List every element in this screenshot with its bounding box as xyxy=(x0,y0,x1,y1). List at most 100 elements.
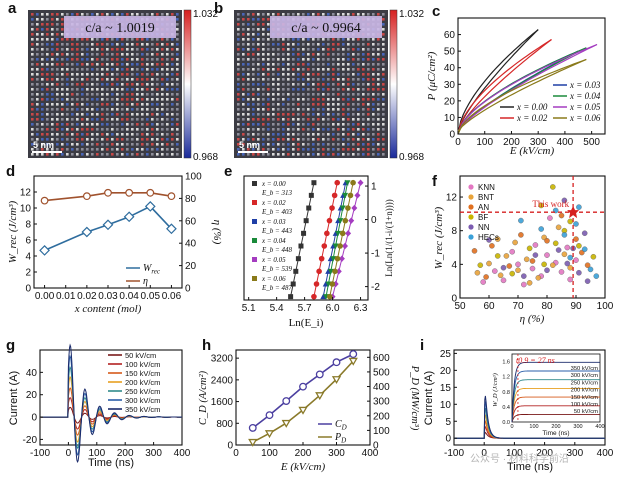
x-tick-label: -100 xyxy=(444,448,464,459)
y-tick-label: 4 xyxy=(451,260,457,271)
strain-dot xyxy=(66,118,69,121)
strain-dot xyxy=(61,33,64,36)
strain-dot xyxy=(352,78,355,81)
strain-dot xyxy=(292,143,295,146)
strain-dot xyxy=(307,153,310,156)
strain-dot xyxy=(367,68,370,71)
strain-dot xyxy=(56,18,59,21)
y-tick-label: 4 xyxy=(25,252,31,263)
strain-dot xyxy=(146,98,149,101)
strain-dot xyxy=(176,148,179,151)
strain-dot xyxy=(277,118,280,121)
strain-dot xyxy=(247,133,250,136)
strain-dot xyxy=(76,128,79,131)
strain-dot xyxy=(51,138,54,141)
strain-dot xyxy=(131,68,134,71)
y-tick-label: 80 xyxy=(185,194,197,205)
strain-dot xyxy=(41,113,44,116)
strain-dot xyxy=(367,48,370,51)
strain-dot xyxy=(141,108,144,111)
y-tick-label: 1600 xyxy=(211,397,234,408)
strain-dot xyxy=(91,73,94,76)
strain-dot xyxy=(262,118,265,121)
strain-dot xyxy=(257,103,260,106)
strain-dot xyxy=(297,123,300,126)
strain-dot xyxy=(362,73,365,76)
strain-dot xyxy=(56,58,59,61)
inset-energy-trace xyxy=(511,370,600,423)
strain-dot xyxy=(302,113,305,116)
strain-dot xyxy=(382,78,385,81)
strain-dot xyxy=(237,63,240,66)
strain-dot xyxy=(81,48,84,51)
strain-dot xyxy=(106,73,109,76)
strain-dot xyxy=(362,138,365,141)
strain-dot xyxy=(171,113,174,116)
strain-dot xyxy=(292,38,295,41)
strain-dot xyxy=(106,148,109,151)
strain-dot xyxy=(171,143,174,146)
strain-dot xyxy=(247,33,250,36)
strain-dot xyxy=(307,103,310,106)
strain-dot xyxy=(372,68,375,71)
strain-dot xyxy=(166,128,169,131)
strain-dot xyxy=(61,148,64,151)
strain-dot xyxy=(267,58,270,61)
strain-dot xyxy=(252,58,255,61)
strain-dot xyxy=(31,33,34,36)
x-tick-label: 300 xyxy=(328,448,345,459)
strain-dot xyxy=(327,68,330,71)
strain-dot xyxy=(382,23,385,26)
strain-dot xyxy=(91,53,94,56)
strain-dot xyxy=(171,53,174,56)
strain-dot xyxy=(337,108,340,111)
legend-label: AN xyxy=(478,203,489,212)
strain-dot xyxy=(166,143,169,146)
strain-dot xyxy=(327,138,330,141)
strain-dot xyxy=(86,138,89,141)
strain-dot xyxy=(101,98,104,101)
strain-dot xyxy=(151,68,154,71)
strain-dot xyxy=(111,98,114,101)
strain-dot xyxy=(237,123,240,126)
strain-dot xyxy=(31,48,34,51)
strain-dot xyxy=(171,43,174,46)
strain-dot xyxy=(81,43,84,46)
legend-cd: CD xyxy=(335,419,347,432)
strain-dot xyxy=(252,153,255,156)
strain-dot xyxy=(81,103,84,106)
strain-dot xyxy=(96,133,99,136)
strain-dot xyxy=(81,108,84,111)
weibull-point xyxy=(335,268,342,275)
strain-dot xyxy=(171,138,174,141)
strain-dot xyxy=(31,73,34,76)
weibull-point xyxy=(342,242,349,250)
strain-dot xyxy=(347,63,350,66)
weibull-point xyxy=(345,205,351,211)
weibull-point xyxy=(332,268,338,275)
strain-dot xyxy=(332,133,335,136)
strain-dot xyxy=(367,13,370,16)
strain-dot xyxy=(106,138,109,141)
literature-point xyxy=(518,217,524,224)
y-tick-label: 0 xyxy=(449,130,455,141)
strain-dot xyxy=(282,13,285,16)
strain-dot xyxy=(262,38,265,41)
strain-dot xyxy=(277,93,280,96)
strain-dot xyxy=(237,88,240,91)
strain-dot xyxy=(302,38,305,41)
strain-dot xyxy=(71,148,74,151)
strain-dot xyxy=(71,63,74,66)
strain-dot xyxy=(287,88,290,91)
strain-dot xyxy=(161,148,164,151)
strain-dot xyxy=(377,143,380,146)
strain-dot xyxy=(141,103,144,106)
strain-dot xyxy=(61,48,64,51)
strain-dot xyxy=(36,128,39,131)
strain-dot xyxy=(262,78,265,81)
strain-dot xyxy=(66,113,69,116)
strain-dot xyxy=(342,13,345,16)
strain-dot xyxy=(106,13,109,16)
strain-dot xyxy=(66,58,69,61)
cd-point xyxy=(299,382,307,391)
